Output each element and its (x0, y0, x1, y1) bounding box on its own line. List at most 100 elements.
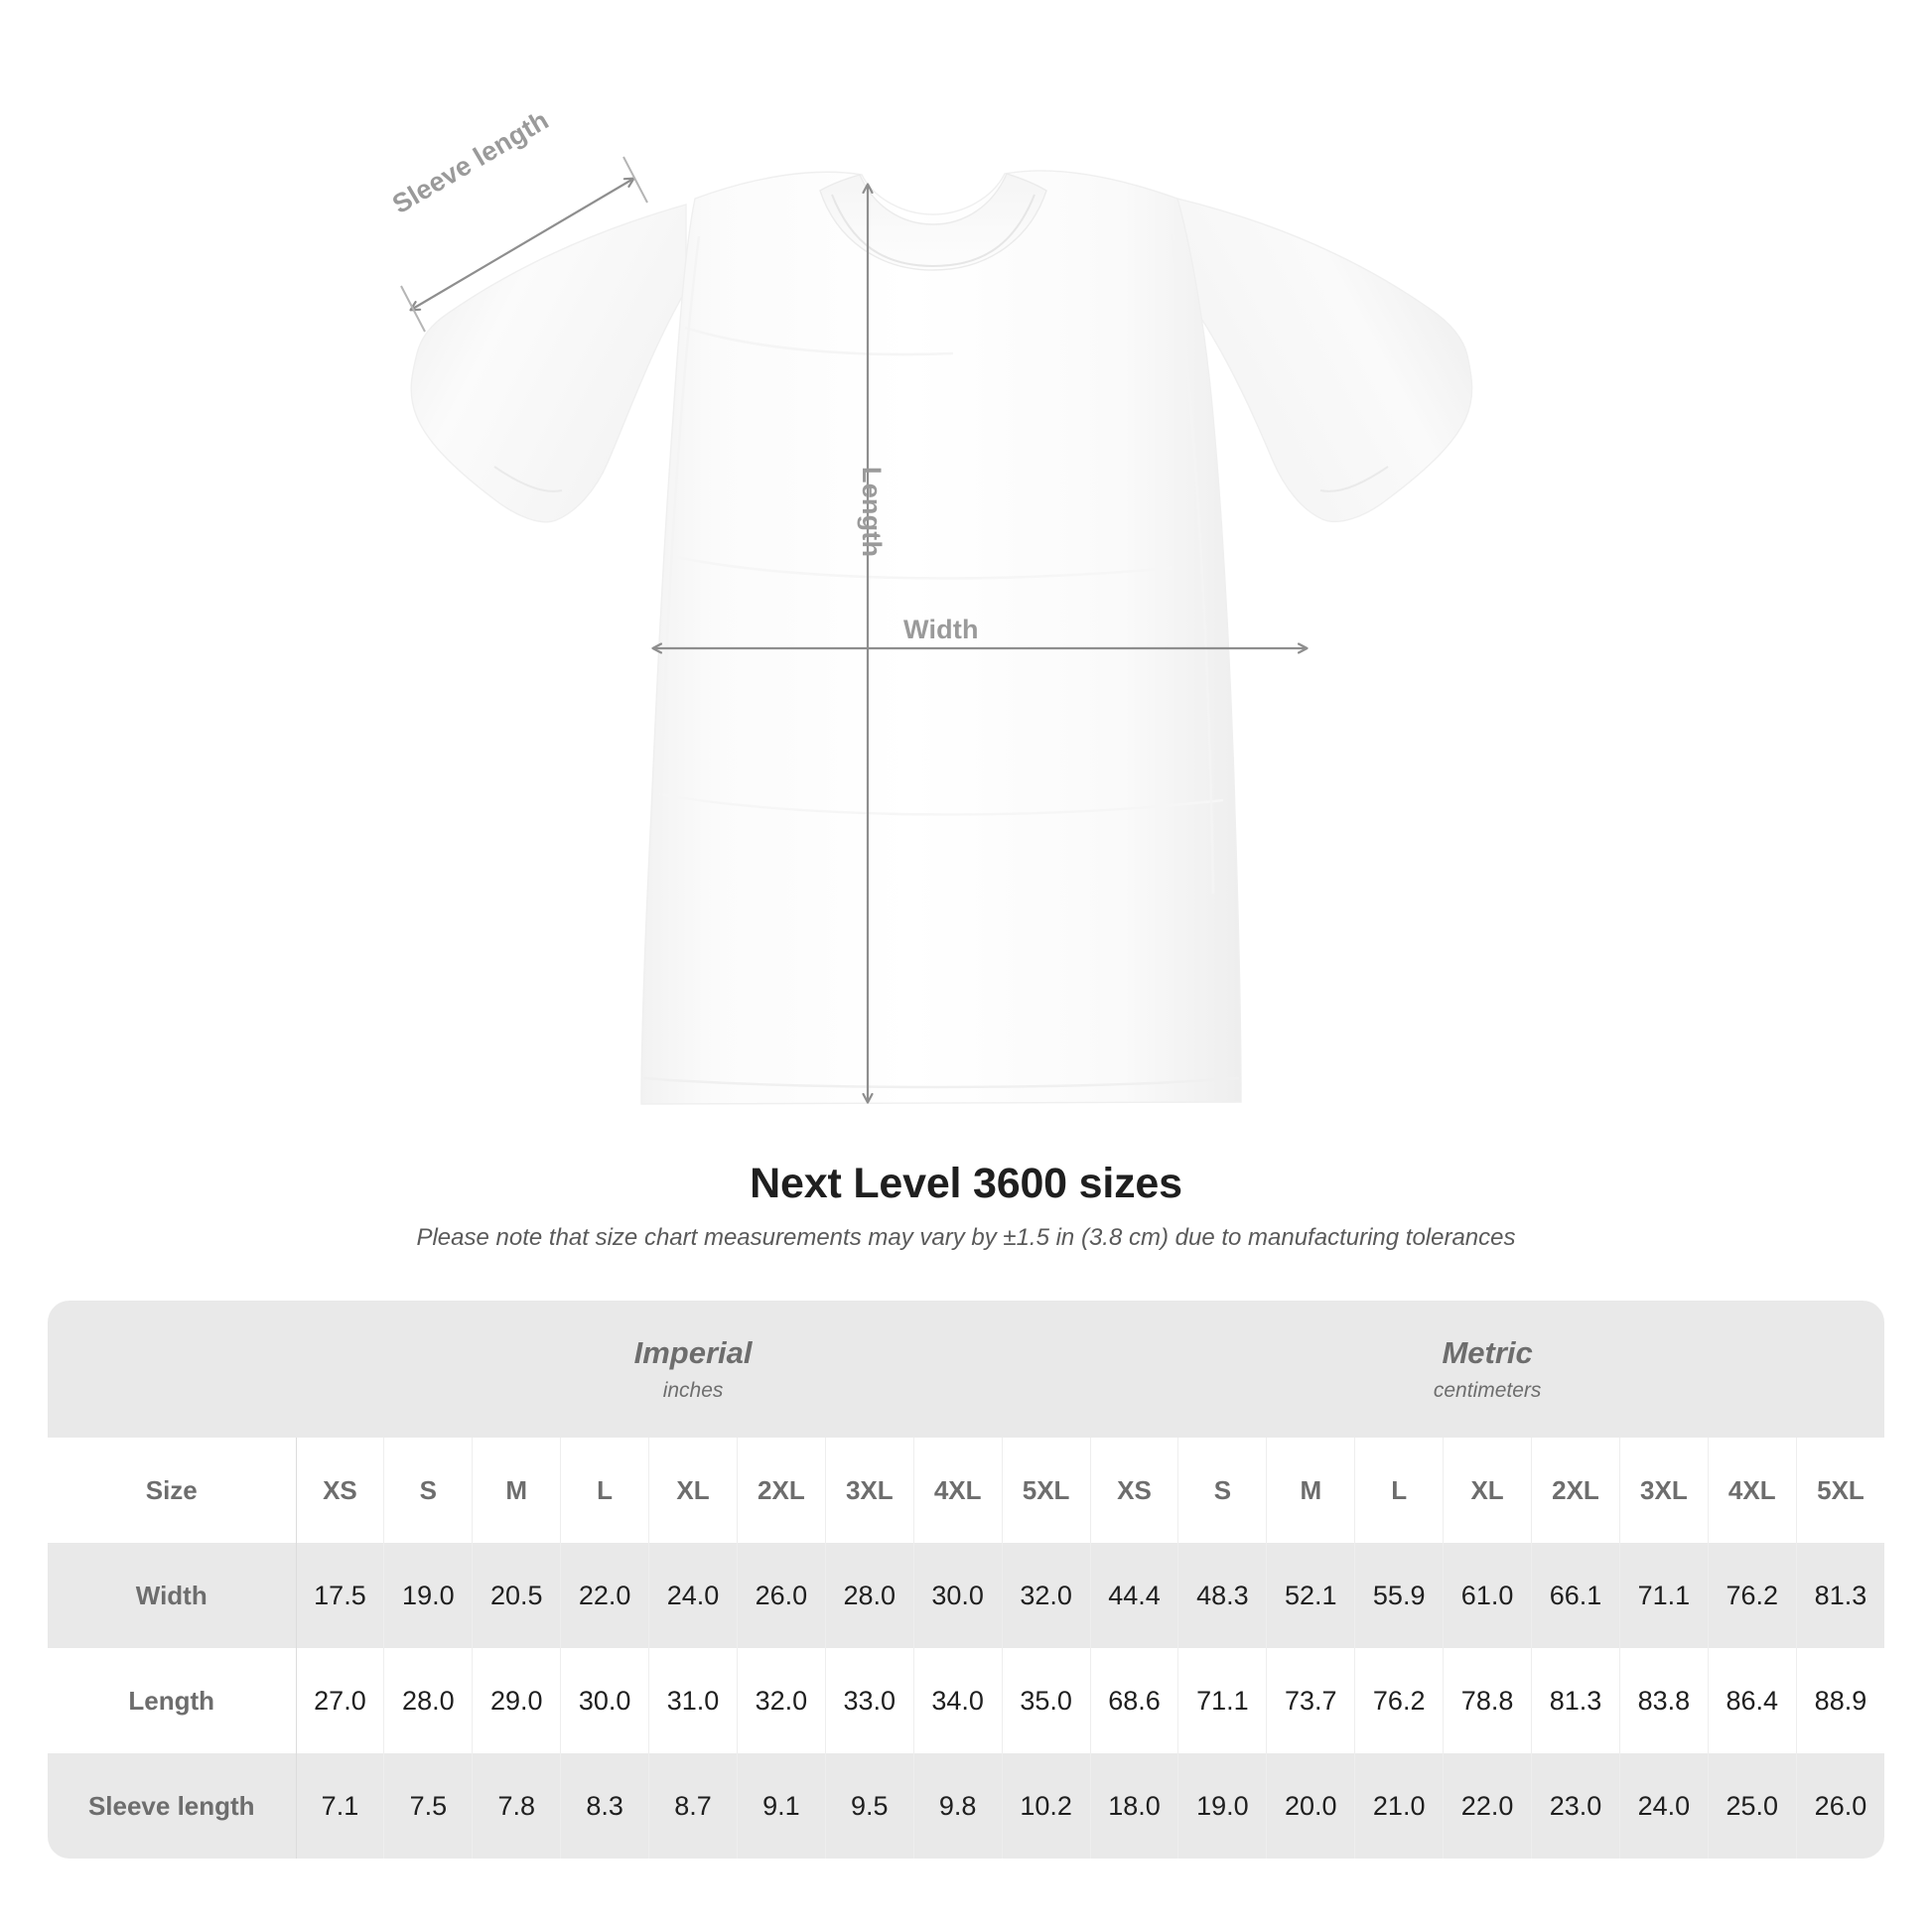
table-row: Sleeve length 7.1 7.5 7.8 8.3 8.7 9.1 9.… (48, 1753, 1885, 1859)
cell-length-metric-3xl: 83.8 (1619, 1648, 1709, 1753)
cell-length-imperial-s: 28.0 (383, 1648, 474, 1753)
page-title: Next Level 3600 sizes (750, 1160, 1182, 1207)
header-imperial-5xl: 5XL (1002, 1438, 1091, 1543)
sleeve-length-dimension (400, 156, 648, 333)
cell-sleeve-metric-5xl: 26.0 (1796, 1753, 1885, 1859)
cell-length-imperial-l: 30.0 (560, 1648, 650, 1753)
cell-sleeve-metric-m: 20.0 (1266, 1753, 1356, 1859)
header-imperial-2xl: 2XL (737, 1438, 826, 1543)
cell-sleeve-metric-s: 19.0 (1177, 1753, 1268, 1859)
cell-sleeve-imperial-4xl: 9.8 (913, 1753, 1003, 1859)
cell-length-imperial-m: 29.0 (472, 1648, 562, 1753)
size-table-container: Imperial inches Metric centimeters Size … (48, 1301, 1885, 1859)
cell-length-imperial-3xl: 33.0 (825, 1648, 914, 1753)
unit-name-imperial: Imperial (633, 1334, 753, 1370)
cell-sleeve-metric-4xl: 25.0 (1708, 1753, 1797, 1859)
cell-sleeve-imperial-s: 7.5 (383, 1753, 474, 1859)
cell-width-imperial-xs: 17.5 (296, 1543, 385, 1648)
cell-width-metric-2xl: 66.1 (1531, 1543, 1620, 1648)
cell-sleeve-imperial-xl: 8.7 (648, 1753, 738, 1859)
unit-cell-metric: Metric centimeters (1090, 1301, 1885, 1438)
row-label-length: Length (48, 1648, 297, 1753)
cell-width-imperial-xl: 24.0 (648, 1543, 738, 1648)
header-metric-xl: XL (1443, 1438, 1533, 1543)
cell-sleeve-metric-xl: 22.0 (1443, 1753, 1533, 1859)
cell-width-imperial-3xl: 28.0 (825, 1543, 914, 1648)
cell-length-metric-4xl: 86.4 (1708, 1648, 1797, 1753)
cell-width-imperial-2xl: 26.0 (737, 1543, 826, 1648)
shirt-right-sleeve (1176, 198, 1473, 523)
cell-width-metric-xs: 44.4 (1090, 1543, 1179, 1648)
unit-cell-imperial: Imperial inches (296, 1301, 1091, 1438)
shirt-collar (819, 173, 1047, 271)
table-row: Length 27.0 28.0 29.0 30.0 31.0 32.0 33.… (48, 1648, 1885, 1753)
header-imperial-m: M (472, 1438, 562, 1543)
cell-length-imperial-xl: 31.0 (648, 1648, 738, 1753)
cell-width-metric-m: 52.1 (1266, 1543, 1356, 1648)
unit-name-metric: Metric (1442, 1334, 1533, 1370)
cell-width-metric-3xl: 71.1 (1619, 1543, 1709, 1648)
unit-system-row: Imperial inches Metric centimeters (48, 1301, 1885, 1438)
cell-length-imperial-xs: 27.0 (296, 1648, 385, 1753)
shirt-body (640, 170, 1242, 1105)
cell-width-metric-xl: 61.0 (1443, 1543, 1533, 1648)
shirt-left-sleeve (410, 204, 687, 523)
chart-title-block: Next Level 3600 sizes Please note that s… (0, 1160, 1932, 1254)
header-size-label: Size (48, 1438, 297, 1543)
length-label: Length (857, 467, 887, 558)
header-imperial-4xl: 4XL (913, 1438, 1003, 1543)
cell-sleeve-imperial-m: 7.8 (472, 1753, 562, 1859)
header-imperial-3xl: 3XL (825, 1438, 914, 1543)
cell-sleeve-metric-l: 21.0 (1354, 1753, 1445, 1859)
cell-sleeve-imperial-2xl: 9.1 (737, 1753, 826, 1859)
tshirt-illustration (400, 156, 1473, 1105)
cell-length-metric-2xl: 81.3 (1531, 1648, 1620, 1753)
header-imperial-xl: XL (648, 1438, 738, 1543)
header-metric-2xl: 2XL (1531, 1438, 1620, 1543)
cell-length-metric-xl: 78.8 (1443, 1648, 1533, 1753)
cell-length-metric-l: 76.2 (1354, 1648, 1445, 1753)
cell-width-imperial-4xl: 30.0 (913, 1543, 1003, 1648)
cell-length-imperial-4xl: 34.0 (913, 1648, 1003, 1753)
cell-width-imperial-s: 19.0 (383, 1543, 474, 1648)
cell-width-metric-5xl: 81.3 (1796, 1543, 1885, 1648)
cell-width-imperial-l: 22.0 (560, 1543, 650, 1648)
cell-sleeve-metric-2xl: 23.0 (1531, 1753, 1620, 1859)
cell-sleeve-imperial-5xl: 10.2 (1002, 1753, 1091, 1859)
tshirt-diagram: Sleeve length Length Width (387, 105, 1473, 1105)
row-label-width: Width (48, 1543, 297, 1648)
header-imperial-s: S (383, 1438, 474, 1543)
header-metric-xs: XS (1090, 1438, 1179, 1543)
width-label: Width (903, 615, 979, 644)
cell-width-metric-l: 55.9 (1354, 1543, 1445, 1648)
row-label-sleeve-length: Sleeve length (48, 1753, 297, 1859)
cell-length-imperial-5xl: 35.0 (1002, 1648, 1091, 1753)
header-metric-s: S (1177, 1438, 1268, 1543)
cell-sleeve-imperial-l: 8.3 (560, 1753, 650, 1859)
cell-width-metric-4xl: 76.2 (1708, 1543, 1797, 1648)
cell-width-imperial-5xl: 32.0 (1002, 1543, 1091, 1648)
table-row: Width 17.5 19.0 20.5 22.0 24.0 26.0 28.0… (48, 1543, 1885, 1648)
cell-width-imperial-m: 20.5 (472, 1543, 562, 1648)
header-metric-m: M (1266, 1438, 1356, 1543)
cell-length-imperial-2xl: 32.0 (737, 1648, 826, 1753)
unit-sub-metric: centimeters (1433, 1379, 1542, 1402)
cell-sleeve-metric-xs: 18.0 (1090, 1753, 1179, 1859)
cell-width-metric-s: 48.3 (1177, 1543, 1268, 1648)
unit-sub-imperial: inches (662, 1379, 724, 1402)
size-header-row: Size XS S M L XL 2XL 3XL 4XL 5XL XS S M … (48, 1438, 1885, 1543)
cell-length-metric-s: 71.1 (1177, 1648, 1268, 1753)
header-metric-3xl: 3XL (1619, 1438, 1709, 1543)
size-table: Imperial inches Metric centimeters Size … (48, 1301, 1885, 1859)
tolerance-note: Please note that size chart measurements… (416, 1224, 1516, 1252)
cell-sleeve-imperial-xs: 7.1 (296, 1753, 385, 1859)
cell-length-metric-m: 73.7 (1266, 1648, 1356, 1753)
header-imperial-l: L (560, 1438, 650, 1543)
header-imperial-xs: XS (296, 1438, 385, 1543)
header-metric-l: L (1354, 1438, 1445, 1543)
header-metric-5xl: 5XL (1796, 1438, 1885, 1543)
cell-sleeve-metric-3xl: 24.0 (1619, 1753, 1709, 1859)
unit-spacer-cell (48, 1301, 296, 1438)
header-metric-4xl: 4XL (1708, 1438, 1797, 1543)
